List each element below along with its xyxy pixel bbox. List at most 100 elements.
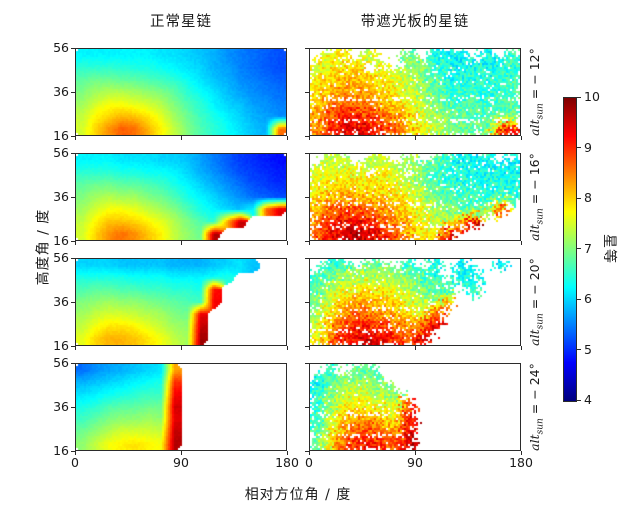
y-tick-mark (71, 301, 75, 303)
heatmap-canvas-visor_altsun-20 (310, 259, 520, 345)
colorbar-tick-label: 5 (584, 341, 592, 357)
colorbar-tick-mark (577, 248, 581, 249)
x-tick-mark (414, 241, 416, 245)
y-tick-mark (305, 450, 309, 452)
x-tick-mark (74, 451, 76, 455)
colorbar-tick-mark (577, 96, 581, 98)
heatmap-canvas-normal_altsun-12 (76, 49, 286, 135)
heatmap-panel-normal_altsun-20 (75, 258, 287, 346)
x-tick-mark (180, 451, 182, 455)
heatmap-canvas-normal_altsun-20 (76, 259, 286, 345)
heatmap-panel-visor_altsun-20 (309, 258, 521, 346)
colorbar-tick-label: 9 (584, 139, 592, 155)
y-tick-mark (71, 450, 75, 452)
x-tick-mark (414, 136, 416, 140)
x-axis-label: 相对方位角 / 度 (244, 487, 352, 503)
colorbar-tick-label: 8 (584, 190, 592, 205)
heatmap-panel-visor_altsun-12 (309, 48, 521, 136)
y-tick-label: 56 (53, 40, 69, 55)
y-tick-mark (305, 240, 309, 242)
colorbar-tick-mark (577, 147, 581, 148)
y-tick-mark (305, 362, 309, 364)
y-tick-mark (71, 196, 75, 198)
heatmap-panel-visor_altsun-24 (309, 363, 521, 451)
x-tick-mark (308, 241, 310, 245)
x-tick-mark (180, 136, 182, 140)
x-tick-mark (520, 241, 522, 245)
y-tick-mark (305, 406, 309, 408)
x-tick-mark (180, 241, 182, 245)
x-tick-mark (286, 451, 288, 455)
colorbar-tick-mark (577, 349, 581, 350)
y-tick-mark (305, 47, 309, 49)
x-tick-mark (520, 451, 522, 455)
y-tick-label: 16 (53, 128, 69, 143)
x-tick-label: 0 (305, 455, 313, 470)
x-tick-mark (520, 346, 522, 350)
column-title-normal-starlink: 正常星链 (150, 14, 212, 30)
row-label-altsun-3: altsun = − 24° (526, 363, 546, 451)
y-tick-mark (71, 362, 75, 364)
y-tick-mark (305, 301, 309, 303)
colorbar-tick-mark (577, 399, 581, 401)
y-tick-label: 56 (53, 145, 69, 160)
y-tick-label: 36 (53, 189, 69, 204)
y-tick-mark (71, 257, 75, 259)
heatmap-canvas-visor_altsun-24 (310, 364, 520, 450)
row-label-altsun-2: altsun = − 20° (526, 258, 546, 346)
x-tick-mark (414, 346, 416, 350)
heatmap-panel-visor_altsun-16 (309, 153, 521, 241)
heatmap-canvas-normal_altsun-24 (76, 364, 286, 450)
y-tick-label: 16 (53, 233, 69, 248)
heatmap-canvas-normal_altsun-16 (76, 154, 286, 240)
x-tick-mark (308, 451, 310, 455)
y-tick-mark (71, 345, 75, 347)
colorbar-tick-label: 4 (584, 392, 592, 407)
colorbar-tick-mark (577, 298, 581, 300)
y-tick-mark (305, 152, 309, 154)
x-tick-label: 0 (71, 455, 79, 470)
x-tick-mark (286, 346, 288, 350)
x-tick-label: 90 (407, 455, 423, 470)
x-tick-mark (180, 346, 182, 350)
y-tick-mark (71, 152, 75, 154)
x-tick-mark (520, 136, 522, 140)
y-tick-mark (71, 406, 75, 408)
x-tick-mark (414, 451, 416, 455)
heatmap-panel-normal_altsun-16 (75, 153, 287, 241)
y-tick-mark (305, 345, 309, 347)
y-tick-mark (305, 91, 309, 93)
heatmap-canvas-visor_altsun-16 (310, 154, 520, 240)
y-tick-mark (305, 196, 309, 198)
colorbar-tick-mark (577, 197, 581, 199)
y-tick-mark (305, 257, 309, 259)
colorbar-label: 星等 (601, 234, 617, 264)
y-tick-label: 36 (53, 399, 69, 414)
x-tick-label: 90 (173, 455, 189, 470)
x-tick-mark (308, 136, 310, 140)
y-tick-label: 16 (53, 443, 69, 458)
x-tick-mark (74, 136, 76, 140)
column-title-visor-starlink: 带遮光板的星链 (360, 14, 470, 30)
colorbar-tick-label: 7 (584, 240, 592, 256)
x-tick-label: 180 (275, 455, 299, 470)
y-tick-label: 36 (53, 84, 69, 99)
colorbar-gradient (564, 98, 576, 401)
row-label-altsun-1: altsun = − 16° (526, 153, 546, 241)
x-tick-mark (286, 241, 288, 245)
y-tick-mark (71, 240, 75, 242)
y-tick-label: 56 (53, 250, 69, 265)
x-tick-mark (308, 346, 310, 350)
y-tick-mark (71, 135, 75, 137)
colorbar (563, 97, 577, 402)
y-tick-label: 56 (53, 355, 69, 370)
row-label-altsun-0: altsun = − 12° (526, 48, 546, 136)
colorbar-tick-label: 6 (584, 291, 592, 306)
x-tick-mark (74, 241, 76, 245)
y-tick-mark (305, 135, 309, 137)
x-tick-mark (286, 136, 288, 140)
y-tick-label: 36 (53, 294, 69, 309)
x-tick-mark (74, 346, 76, 350)
y-tick-mark (71, 47, 75, 49)
x-tick-label: 180 (509, 455, 533, 470)
